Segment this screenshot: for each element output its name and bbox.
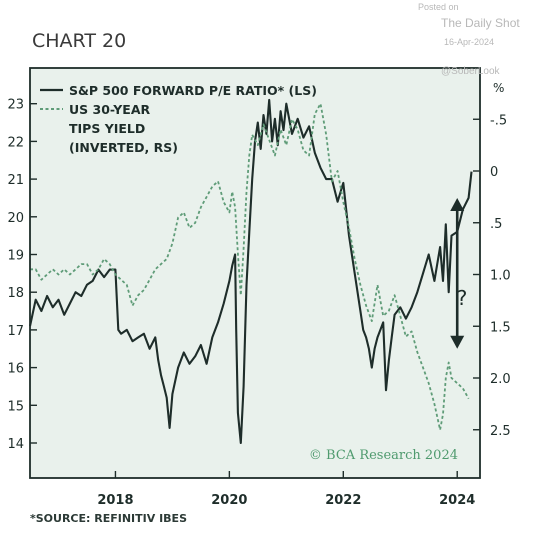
chart-title: CHART 20 (32, 30, 126, 52)
right-axis-tick-label: 2.0 (490, 372, 511, 387)
legend-label-line: US 30-YEAR (69, 102, 151, 117)
right-axis-tick-label: .5 (490, 217, 502, 232)
legend-label-pe-ratio: S&P 500 FORWARD P/E RATIO* (LS) (69, 83, 317, 98)
watermark-source: The Daily Shot (441, 16, 520, 30)
plot-frame (29, 67, 481, 479)
right-axis-tick-label: 1.5 (490, 320, 511, 335)
right-axis-tick-label: 1.0 (490, 269, 511, 284)
annotation-arrow-head-down (450, 335, 465, 349)
left-axis-tick-label: 23 (7, 98, 24, 113)
series-line-pe-ratio (28, 98, 473, 445)
right-axis-unit: % (493, 81, 504, 95)
left-axis-tick-label: 20 (7, 211, 24, 226)
right-axis-tick-label: 0 (490, 165, 498, 180)
left-axis-tick-label: 21 (7, 173, 24, 188)
left-axis-tick-label: 22 (7, 135, 24, 150)
left-axis-tick-label: 18 (7, 286, 24, 301)
x-axis-tick-label: 2024 (439, 493, 475, 508)
annotation-arrow-head-up (450, 197, 465, 211)
left-axis-tick-label: 14 (7, 437, 24, 452)
left-axis-tick-label: 15 (7, 399, 24, 414)
legend-label-tips-yield: US 30-YEAR TIPS YIELD (INVERTED, RS) (69, 102, 178, 155)
right-axis-tick-label: 2.5 (490, 424, 511, 439)
x-axis-tick-label: 2020 (211, 493, 247, 508)
right-axis-tick-label: -.5 (490, 113, 507, 128)
watermark-handle: @SoberLook (441, 66, 500, 77)
left-axis-tick-label: 17 (7, 324, 24, 339)
left-axis-tick-label: 19 (7, 249, 24, 264)
left-axis-tick-label: 16 (7, 362, 24, 377)
watermark-date: 16-Apr-2024 (444, 37, 495, 47)
watermark-posted: Posted on (418, 2, 459, 12)
x-axis-tick-label: 2018 (97, 493, 133, 508)
chart-footnote: *SOURCE: REFINITIV IBES (30, 512, 187, 525)
annotation-question-mark: ? (457, 286, 468, 310)
legend-label-line: TIPS YIELD (69, 121, 145, 136)
x-axis-tick-label: 2022 (325, 493, 361, 508)
legend-label-line: (INVERTED, RS) (69, 140, 178, 155)
chart-credit: © BCA Research 2024 (309, 448, 458, 463)
